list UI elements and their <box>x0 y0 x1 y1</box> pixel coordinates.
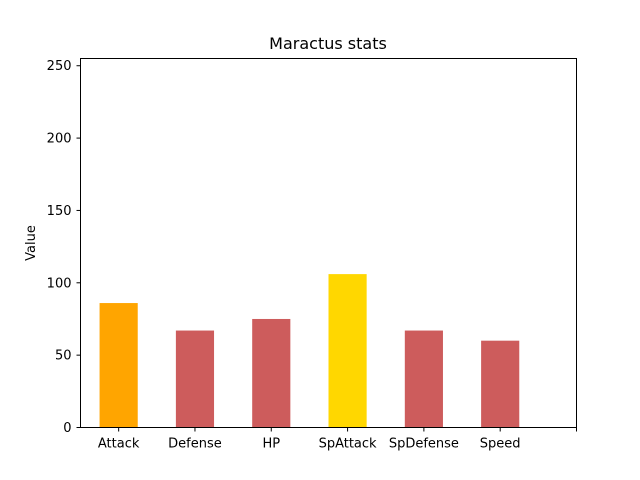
y-tick-label: 0 <box>63 421 71 436</box>
x-tick-label: HP <box>262 437 280 452</box>
plot-frame <box>80 58 577 428</box>
y-axis-label: Value <box>24 225 39 261</box>
y-axis: 0 50 100 150 200 250 <box>47 59 81 436</box>
chart-title: Maractus stats <box>269 34 387 53</box>
x-tick-label: SpDefense <box>389 437 459 452</box>
y-tick-label: 200 <box>47 132 72 147</box>
y-tick-label: 150 <box>47 204 72 219</box>
bar-spattack <box>328 274 367 428</box>
y-tick-label: 250 <box>47 59 72 74</box>
x-tick-label: SpAttack <box>319 437 377 452</box>
bar-spdefense <box>404 330 443 428</box>
bar-defense <box>175 330 215 428</box>
bar-attack <box>99 303 138 428</box>
x-tick-label: Speed <box>480 437 521 452</box>
y-tick-label: 100 <box>47 276 72 291</box>
bars-group <box>99 274 520 428</box>
bar-hp <box>252 318 291 428</box>
x-tick-label: Attack <box>98 437 140 452</box>
y-tick-label: 50 <box>55 349 72 364</box>
x-tick-label: Defense <box>168 437 222 452</box>
x-axis: Attack Defense HP SpAttack SpDefense Speed <box>98 427 577 452</box>
bar-speed <box>481 340 520 428</box>
